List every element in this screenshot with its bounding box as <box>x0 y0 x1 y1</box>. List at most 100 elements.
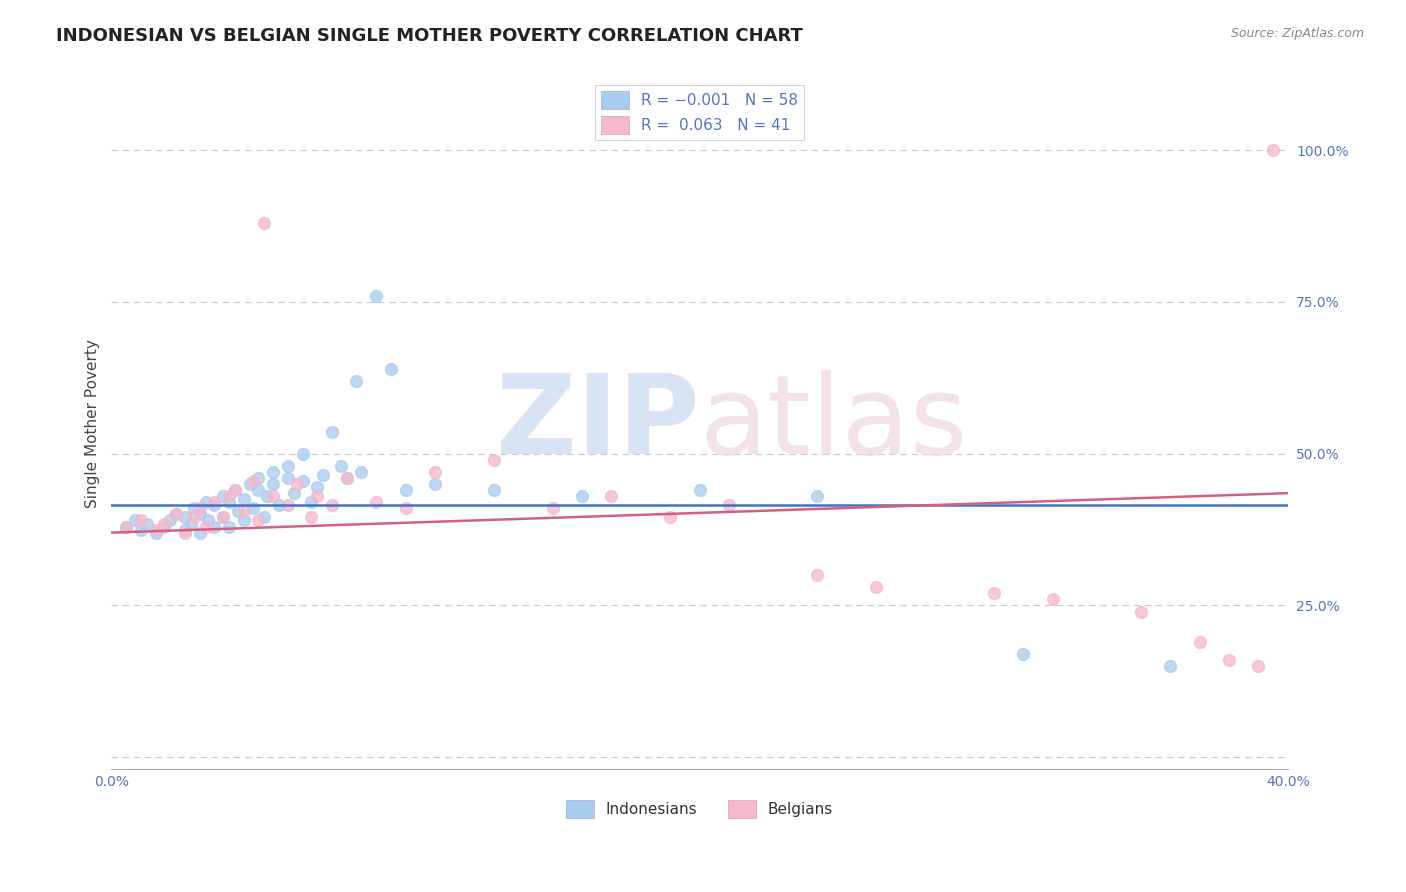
Point <box>180 516 202 531</box>
Point <box>1188 635 1211 649</box>
Point <box>145 525 167 540</box>
Point <box>247 471 270 485</box>
Point <box>188 525 211 540</box>
Point <box>226 504 249 518</box>
Point <box>277 458 299 473</box>
Text: ZIP: ZIP <box>496 370 700 477</box>
Point <box>232 504 254 518</box>
Legend: Indonesians, Belgians: Indonesians, Belgians <box>560 794 839 824</box>
Point <box>806 489 828 503</box>
Point <box>174 523 197 537</box>
Point <box>115 519 138 533</box>
Point <box>212 489 235 503</box>
Point <box>218 519 240 533</box>
Point <box>344 374 367 388</box>
Point <box>129 513 152 527</box>
Point <box>159 513 181 527</box>
Point <box>247 513 270 527</box>
Point <box>423 477 446 491</box>
Point <box>262 465 284 479</box>
Point <box>165 508 187 522</box>
Point <box>124 513 146 527</box>
Point <box>312 467 335 482</box>
Point <box>239 477 262 491</box>
Point <box>188 508 211 522</box>
Point <box>202 498 225 512</box>
Point <box>242 501 264 516</box>
Text: Source: ZipAtlas.com: Source: ZipAtlas.com <box>1230 27 1364 40</box>
Point <box>183 510 205 524</box>
Point <box>423 465 446 479</box>
Point <box>183 501 205 516</box>
Point <box>1159 659 1181 673</box>
Point <box>1012 647 1035 661</box>
Point <box>224 483 246 497</box>
Point <box>283 486 305 500</box>
Point <box>256 489 278 503</box>
Point <box>202 495 225 509</box>
Point <box>218 489 240 503</box>
Point <box>202 519 225 533</box>
Point <box>571 489 593 503</box>
Point <box>1247 659 1270 673</box>
Point <box>212 510 235 524</box>
Point <box>394 501 416 516</box>
Point <box>174 525 197 540</box>
Point <box>806 568 828 582</box>
Point <box>291 447 314 461</box>
Point <box>600 489 623 503</box>
Point <box>285 477 308 491</box>
Point <box>277 498 299 512</box>
Point <box>165 508 187 522</box>
Point <box>197 513 219 527</box>
Point <box>307 480 329 494</box>
Point <box>145 523 167 537</box>
Point <box>366 495 388 509</box>
Point <box>366 289 388 303</box>
Point <box>218 495 240 509</box>
Point <box>262 477 284 491</box>
Point <box>336 471 359 485</box>
Point <box>253 510 276 524</box>
Point <box>1263 143 1285 157</box>
Point <box>689 483 711 497</box>
Point <box>865 580 887 594</box>
Point <box>262 489 284 503</box>
Point <box>224 483 246 497</box>
Point <box>253 216 276 230</box>
Point <box>174 510 197 524</box>
Point <box>394 483 416 497</box>
Point <box>1129 605 1152 619</box>
Text: INDONESIAN VS BELGIAN SINGLE MOTHER POVERTY CORRELATION CHART: INDONESIAN VS BELGIAN SINGLE MOTHER POVE… <box>56 27 803 45</box>
Point <box>321 425 343 440</box>
Point <box>115 519 138 533</box>
Point <box>659 510 682 524</box>
Point <box>329 458 352 473</box>
Text: atlas: atlas <box>700 370 969 477</box>
Point <box>212 510 235 524</box>
Point <box>277 471 299 485</box>
Y-axis label: Single Mother Poverty: Single Mother Poverty <box>86 339 100 508</box>
Point <box>267 498 290 512</box>
Point <box>153 516 176 531</box>
Point <box>188 501 211 516</box>
Point <box>194 495 217 509</box>
Point <box>299 510 322 524</box>
Point <box>1042 592 1064 607</box>
Point <box>194 519 217 533</box>
Point <box>232 492 254 507</box>
Point <box>350 465 373 479</box>
Point <box>242 474 264 488</box>
Point <box>299 495 322 509</box>
Point <box>541 501 564 516</box>
Point <box>1218 653 1240 667</box>
Point <box>380 361 402 376</box>
Point <box>321 498 343 512</box>
Point <box>153 519 176 533</box>
Point <box>482 483 505 497</box>
Point <box>129 523 152 537</box>
Point <box>247 483 270 497</box>
Point <box>232 513 254 527</box>
Point <box>336 471 359 485</box>
Point <box>718 498 741 512</box>
